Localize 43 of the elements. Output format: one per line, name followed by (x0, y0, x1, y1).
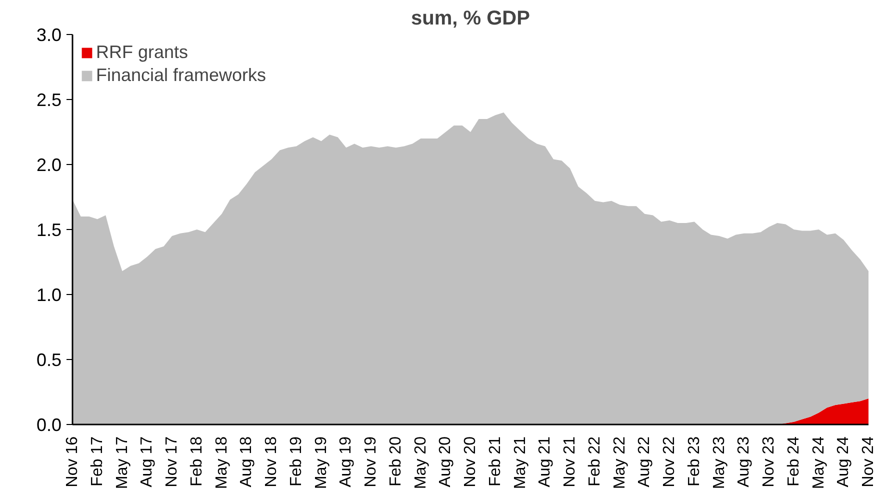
x-tick-label: Nov 17 (164, 436, 180, 488)
x-tick-label: Feb 18 (188, 436, 206, 486)
x-tick-label: Nov 19 (362, 436, 380, 488)
x-tick-label: Aug 19 (338, 436, 355, 488)
x-tick-label: Nov 18 (263, 436, 280, 488)
x-tick-label: May 17 (114, 436, 131, 489)
x-tick-label: Aug 23 (736, 436, 753, 488)
y-tick-label: 1.5 (36, 220, 62, 240)
x-tick-label: Nov 24 (860, 436, 877, 488)
x-tick-label: Feb 17 (88, 436, 106, 486)
x-tick-label: Nov 20 (462, 436, 479, 488)
x-tick-label: Aug 20 (437, 436, 454, 488)
x-tick-label: Aug 17 (138, 436, 156, 488)
x-tick-label: May 23 (710, 436, 728, 489)
legend-label: RRF grants (96, 42, 188, 63)
x-tick-label: Aug 21 (536, 436, 554, 488)
y-tick-label: 0.5 (36, 350, 62, 370)
x-tick-label: May 21 (512, 436, 529, 489)
y-tick-label: 2.0 (36, 155, 62, 175)
y-tick-label: 1.0 (36, 285, 62, 305)
y-tick-label: 2.5 (36, 90, 62, 110)
x-tick-label: Feb 21 (486, 436, 504, 486)
legend-label: Financial frameworks (96, 65, 266, 86)
x-tick-label: Feb 23 (686, 436, 703, 486)
chart-title: sum, % GDP (411, 8, 530, 30)
x-tick-label: May 22 (611, 436, 628, 489)
x-tick-label: Feb 19 (288, 436, 305, 486)
x-tick-label: Nov 21 (562, 436, 578, 488)
x-tick-label: Nov 16 (64, 436, 81, 488)
x-tick-label: May 18 (213, 436, 230, 489)
y-tick-label: 0.0 (36, 415, 62, 435)
x-tick-label: May 24 (810, 436, 828, 489)
y-tick-label: 3.0 (36, 25, 62, 45)
x-tick-label: Aug 22 (636, 436, 654, 488)
x-tick-label: Feb 22 (586, 436, 604, 486)
x-tick-label: May 19 (312, 436, 330, 489)
x-tick-label: May 20 (412, 436, 430, 489)
x-tick-label: Aug 18 (238, 436, 256, 488)
x-tick-label: Aug 24 (835, 436, 852, 488)
x-tick-label: Nov 23 (760, 436, 778, 488)
x-tick-label: Feb 24 (785, 436, 802, 486)
x-tick-label: Nov 22 (661, 436, 678, 488)
x-tick-label: Feb 20 (387, 436, 404, 486)
